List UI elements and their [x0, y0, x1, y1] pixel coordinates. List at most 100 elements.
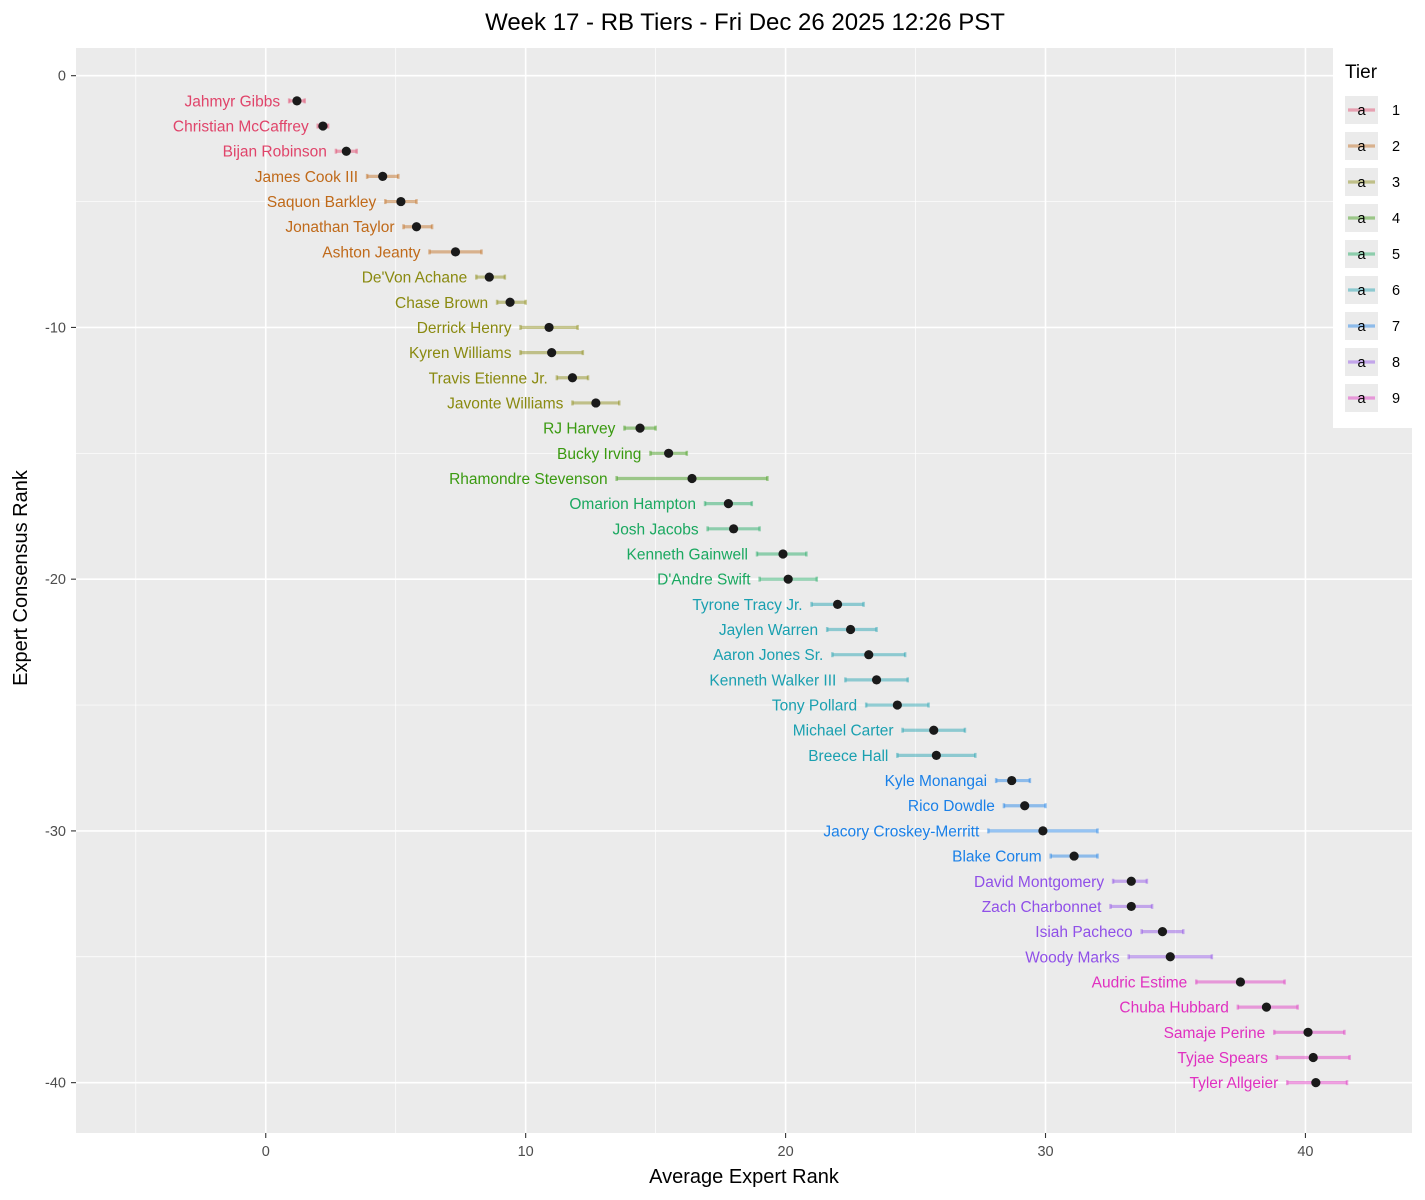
- legend-items: a 1a 2a 3a 4a 5a 6a 7a 8a 9: [1345, 96, 1400, 412]
- player-row: Chase Brown: [395, 295, 527, 312]
- data-point: [845, 624, 856, 635]
- data-point: [635, 423, 645, 433]
- player-label: Zach Charbonnet: [982, 899, 1102, 916]
- player-label: RJ Harvey: [543, 421, 616, 438]
- player-label: Kenneth Gainwell: [626, 546, 748, 563]
- player-row: Woody Marks: [1025, 949, 1214, 966]
- legend-key-background: [1345, 276, 1378, 304]
- legend-label: 4: [1392, 211, 1400, 227]
- legend-key-glyph: a: [1357, 355, 1366, 371]
- player-label: Audric Estime: [1092, 974, 1188, 991]
- legend-label: 2: [1392, 139, 1400, 155]
- legend-key-glyph: a: [1357, 319, 1366, 335]
- player-row: Bijan Robinson: [223, 144, 358, 161]
- player-row: Kenneth Gainwell: [626, 546, 808, 563]
- player-label: Christian McCaffrey: [173, 119, 309, 136]
- player-row: Breece Hall: [808, 748, 977, 765]
- legend-label: 7: [1392, 319, 1400, 335]
- player-label: Kyren Williams: [409, 345, 512, 362]
- player-row: Josh Jacobs: [612, 521, 761, 538]
- player-row: Rico Dowdle: [908, 798, 1047, 815]
- data-point: [783, 574, 793, 584]
- x-tick-label: 0: [262, 1144, 270, 1160]
- data-point: [871, 675, 882, 685]
- data-point: [729, 524, 739, 534]
- data-point: [1020, 801, 1030, 811]
- player-label: Breece Hall: [808, 748, 888, 765]
- y-tick-label: -40: [45, 1076, 66, 1092]
- player-row: Isiah Pacheco: [1035, 924, 1185, 941]
- legend-key-background: [1345, 312, 1378, 340]
- data-point: [778, 549, 788, 559]
- player-label: Derrick Henry: [417, 320, 512, 337]
- data-point: [1038, 826, 1048, 836]
- data-point: [664, 448, 674, 458]
- player-label: Tyjae Spears: [1177, 1050, 1268, 1067]
- player-label: Jacory Croskey-Merritt: [823, 823, 980, 840]
- player-row: De'Von Achane: [362, 270, 507, 287]
- legend-key-glyph: a: [1357, 139, 1366, 155]
- legend-label: 5: [1392, 247, 1400, 263]
- data-point: [1069, 851, 1079, 861]
- player-label: D'Andre Swift: [657, 572, 751, 589]
- player-label: Kyle Monangai: [885, 773, 988, 790]
- player-label: Isiah Pacheco: [1035, 924, 1132, 941]
- legend-key-glyph: a: [1357, 391, 1366, 407]
- data-point: [931, 750, 941, 760]
- player-label: Samaje Perine: [1164, 1025, 1266, 1042]
- player-row: Jaylen Warren: [719, 622, 878, 639]
- legend-label: 6: [1392, 283, 1400, 299]
- player-row: Tyrone Tracy Jr.: [692, 597, 865, 614]
- legend: Tier a 1a 2a 3a 4a 5a 6a 7a 8a 9: [1333, 48, 1425, 428]
- legend-key-background: [1345, 204, 1378, 232]
- minor-gridlines: [76, 48, 1412, 1133]
- data-point: [1007, 775, 1017, 786]
- player-row: Audric Estime: [1092, 974, 1286, 991]
- player-row: Omarion Hampton: [569, 496, 754, 513]
- player-row: Samaje Perine: [1164, 1025, 1346, 1042]
- player-label: Omarion Hampton: [569, 496, 696, 513]
- player-label: Chase Brown: [395, 295, 488, 312]
- player-row: Jonathan Taylor: [285, 219, 434, 236]
- legend-key-glyph: a: [1357, 103, 1366, 119]
- legend-key-background: [1345, 96, 1378, 124]
- player-row: Derrick Henry: [417, 320, 579, 337]
- legend-key-glyph: a: [1357, 211, 1366, 227]
- player-label: Saquon Barkley: [267, 194, 377, 211]
- player-row: Jacory Croskey-Merritt: [823, 823, 1099, 840]
- data-point: [544, 322, 554, 333]
- player-label: Bijan Robinson: [223, 144, 327, 161]
- player-label: Travis Etienne Jr.: [429, 370, 548, 387]
- legend-label: 8: [1392, 355, 1400, 371]
- player-row: Blake Corum: [952, 849, 1099, 866]
- player-row: D'Andre Swift: [657, 572, 819, 589]
- y-tick-label: 0: [58, 69, 66, 85]
- x-tick-label: 30: [1037, 1144, 1053, 1160]
- player-label: Tyrone Tracy Jr.: [692, 597, 802, 614]
- player-label: Javonte Williams: [447, 395, 564, 412]
- y-tick-label: -20: [45, 572, 66, 588]
- data-point: [832, 599, 843, 609]
- player-label: Ashton Jeanty: [322, 244, 420, 261]
- player-row: Travis Etienne Jr.: [429, 370, 590, 387]
- data-point: [1311, 1078, 1321, 1088]
- legend-key-glyph: a: [1357, 175, 1366, 191]
- data-point: [396, 196, 406, 207]
- player-row: David Montgomery: [974, 874, 1149, 891]
- data-point: [484, 272, 494, 282]
- player-label: James Cook III: [255, 169, 358, 186]
- player-row: Kyle Monangai: [885, 773, 1032, 790]
- player-row: James Cook III: [255, 169, 400, 186]
- player-row: Jahmyr Gibbs: [185, 93, 306, 110]
- legend-key-background: [1345, 348, 1378, 376]
- data-point: [687, 473, 697, 484]
- player-row: Kyren Williams: [409, 345, 585, 362]
- player-label: Bucky Irving: [557, 446, 641, 463]
- player-label: Jaylen Warren: [719, 622, 818, 639]
- player-row: Michael Carter: [793, 723, 967, 740]
